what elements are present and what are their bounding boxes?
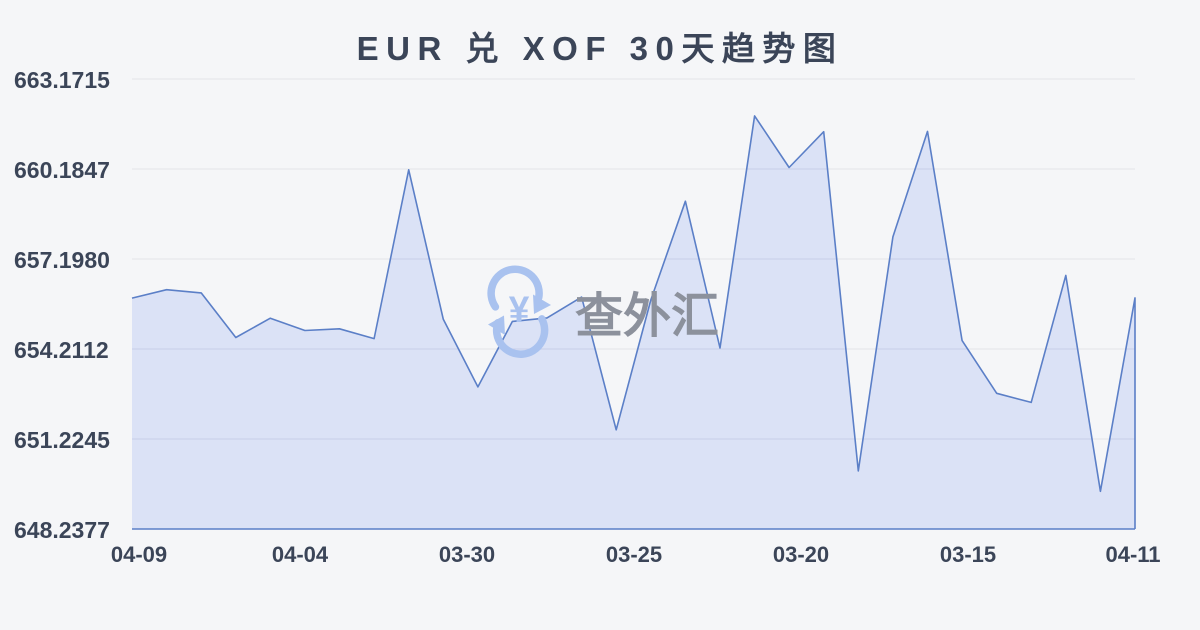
svg-text:03-30: 03-30 bbox=[439, 542, 495, 567]
svg-text:03-25: 03-25 bbox=[606, 542, 662, 567]
svg-text:03-20: 03-20 bbox=[773, 542, 829, 567]
svg-text:651.2245: 651.2245 bbox=[14, 427, 110, 453]
svg-text:663.1715: 663.1715 bbox=[14, 67, 110, 93]
svg-text:657.1980: 657.1980 bbox=[14, 247, 110, 273]
svg-text:04-09: 04-09 bbox=[111, 542, 167, 567]
svg-text:648.2377: 648.2377 bbox=[14, 517, 110, 543]
svg-text:04-11: 04-11 bbox=[1105, 542, 1160, 567]
svg-text:654.2112: 654.2112 bbox=[14, 337, 109, 363]
svg-text:¥: ¥ bbox=[509, 289, 530, 330]
svg-text:03-15: 03-15 bbox=[940, 542, 996, 567]
svg-text:查外汇: 查外汇 bbox=[575, 290, 719, 343]
svg-text:660.1847: 660.1847 bbox=[14, 157, 110, 183]
svg-text:04-04: 04-04 bbox=[272, 542, 329, 567]
